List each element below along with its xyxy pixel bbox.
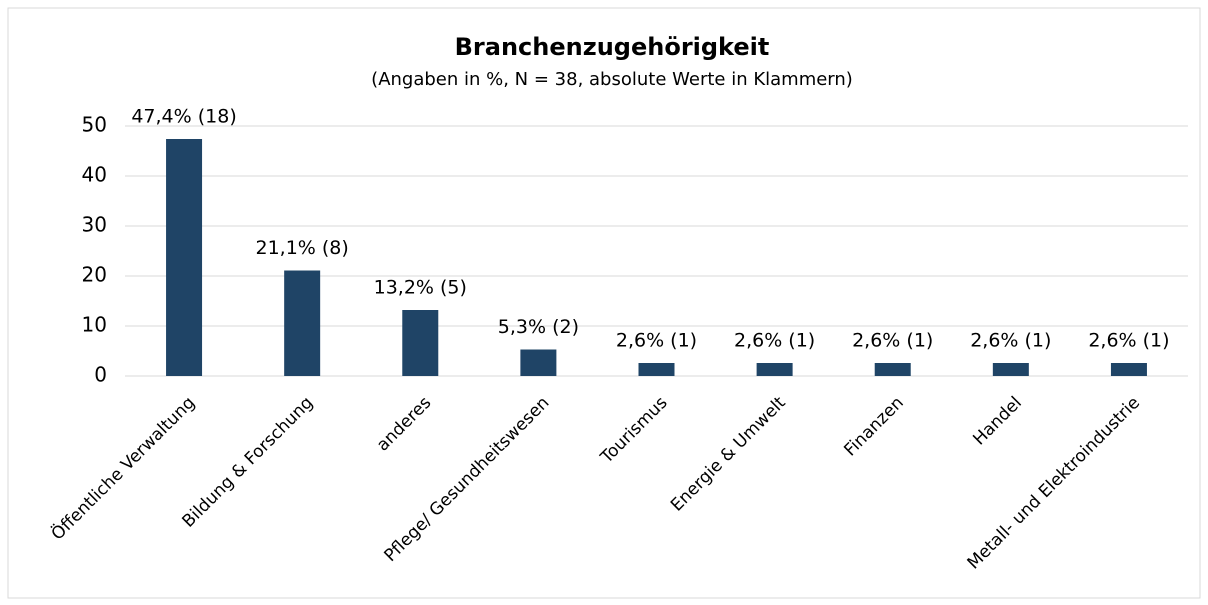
value-label: 2,6% (1) — [852, 330, 933, 352]
value-label: 47,4% (18) — [131, 106, 236, 128]
bar — [874, 363, 911, 376]
bar — [638, 363, 675, 376]
y-tick-label: 40 — [82, 163, 107, 187]
y-tick-label: 20 — [82, 263, 107, 287]
y-tick-label: 50 — [82, 113, 107, 137]
bar — [284, 270, 321, 376]
bar — [1110, 363, 1147, 376]
value-label: 21,1% (8) — [256, 237, 349, 259]
chart-title: Branchenzugehörigkeit — [455, 33, 770, 61]
value-label: 2,6% (1) — [970, 330, 1051, 352]
bar — [166, 139, 203, 376]
value-label: 5,3% (2) — [498, 316, 579, 338]
chart-border — [7, 7, 1201, 599]
bar — [756, 363, 793, 376]
y-tick-label: 10 — [82, 313, 107, 337]
value-label: 2,6% (1) — [734, 330, 815, 352]
y-tick-label: 30 — [82, 213, 107, 237]
y-tick-label: 0 — [94, 363, 107, 387]
bar — [402, 310, 439, 376]
bar — [992, 363, 1029, 376]
chart-subtitle: (Angaben in %, N = 38, absolute Werte in… — [371, 69, 853, 90]
value-label: 2,6% (1) — [616, 330, 697, 352]
value-label: 13,2% (5) — [374, 277, 467, 299]
value-label: 2,6% (1) — [1088, 330, 1169, 352]
bar — [520, 349, 557, 376]
